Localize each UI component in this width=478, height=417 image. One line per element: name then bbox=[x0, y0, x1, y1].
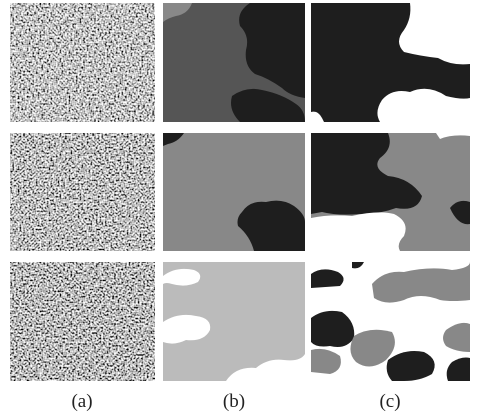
caption: (b) bbox=[223, 391, 245, 412]
caption: (c) bbox=[379, 391, 400, 412]
segmentation bbox=[311, 262, 470, 381]
segmentation bbox=[163, 3, 305, 122]
segmentation bbox=[311, 3, 470, 122]
segmentation bbox=[163, 262, 305, 381]
segmentation bbox=[163, 133, 305, 251]
noisy-image bbox=[10, 3, 155, 122]
caption: (a) bbox=[71, 391, 92, 412]
segmentation bbox=[311, 133, 470, 251]
noisy-image bbox=[10, 262, 155, 381]
noisy-image bbox=[10, 133, 155, 251]
